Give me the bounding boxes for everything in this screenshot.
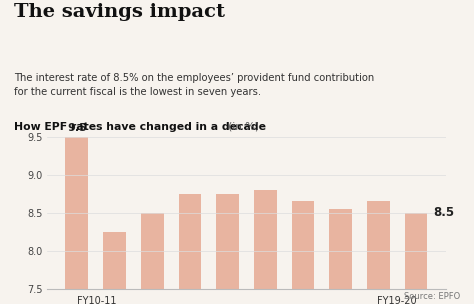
Bar	[329, 209, 352, 304]
Bar	[179, 194, 201, 304]
Bar	[216, 194, 239, 304]
Text: The interest rate of 8.5% on the employees’ provident fund contribution
for the : The interest rate of 8.5% on the employe…	[14, 73, 374, 97]
Text: Source: EPFO: Source: EPFO	[403, 292, 460, 301]
Text: The savings impact: The savings impact	[14, 3, 225, 21]
Bar	[254, 190, 277, 304]
Bar	[103, 232, 126, 304]
Bar	[405, 213, 428, 304]
Bar	[65, 137, 88, 304]
Text: FY10-11: FY10-11	[77, 296, 116, 304]
Text: 8.5: 8.5	[433, 206, 454, 219]
Text: (in %): (in %)	[225, 122, 259, 132]
Bar	[367, 201, 390, 304]
Text: 9.5: 9.5	[67, 123, 87, 133]
Bar	[292, 201, 314, 304]
Text: How EPF rates have changed in a decade: How EPF rates have changed in a decade	[14, 122, 266, 132]
Bar	[141, 213, 164, 304]
Text: FY19-20: FY19-20	[376, 296, 416, 304]
